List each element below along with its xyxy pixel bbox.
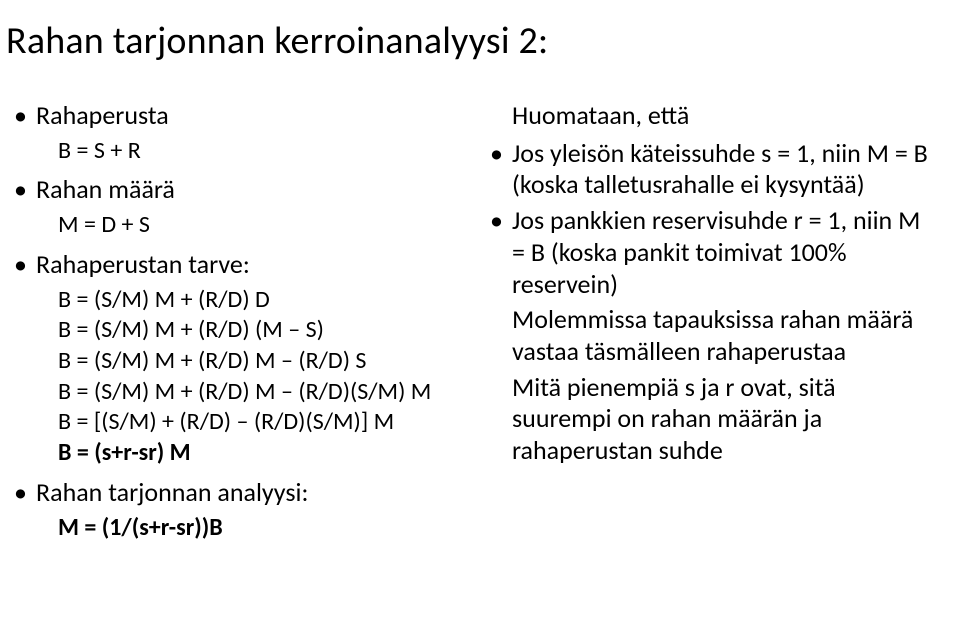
left-item-rahaperusta: Rahaperusta	[14, 100, 456, 132]
right-tail: Molemmissa tapauksissa rahan määrä vasta…	[490, 304, 932, 367]
formula: B = S + R	[58, 136, 456, 167]
right-item: Jos yleisön käteissuhde s = 1, niin M = …	[490, 138, 932, 201]
left-sub-2: B = (S/M) M + (R/D) D B = (S/M) M + (R/D…	[14, 285, 456, 469]
left-item-label: Rahaperustan tarve:	[36, 248, 250, 280]
formula: B = (S/M) M + (R/D) M – (R/D) S	[58, 346, 456, 377]
left-list: Rahaperusta B = S + R Rahan määrä M = D …	[14, 100, 456, 543]
right-column: Huomataan, että Jos yleisön käteissuhde …	[490, 100, 932, 551]
columns: Rahaperusta B = S + R Rahan määrä M = D …	[6, 100, 932, 551]
slide: Rahan tarjonnan kerroinanalyysi 2: Rahap…	[0, 0, 960, 644]
formula: B = [(S/M) + (R/D) – (R/D)(S/M)] M	[58, 407, 456, 438]
left-item-label: Rahan tarjonnan analyysi:	[36, 476, 308, 508]
left-sub-1: M = D + S	[14, 210, 456, 241]
right-tail-text: Molemmissa tapauksissa rahan määrä vasta…	[512, 303, 913, 367]
formula: B = (S/M) M + (R/D) D	[58, 285, 456, 316]
left-column: Rahaperusta B = S + R Rahan määrä M = D …	[6, 100, 456, 551]
right-item-text: Jos pankkien reservisuhde r = 1, niin M …	[512, 204, 920, 299]
formula-bold: M = (1/(s+r-sr))B	[58, 513, 456, 544]
left-item-rahan-maara: Rahan määrä	[14, 174, 456, 206]
left-item-analyysi: Rahan tarjonnan analyysi:	[14, 477, 456, 509]
right-lead: Huomataan, että	[512, 100, 932, 132]
formula: B = (S/M) M + (R/D) (M – S)	[58, 315, 456, 346]
left-item-label: Rahaperusta	[36, 99, 169, 131]
formula: B = (S/M) M + (R/D) M – (R/D)(S/M) M	[58, 377, 456, 408]
right-item-text: Jos yleisön käteissuhde s = 1, niin M = …	[512, 137, 928, 201]
slide-title: Rahan tarjonnan kerroinanalyysi 2:	[6, 18, 932, 64]
right-item: Jos pankkien reservisuhde r = 1, niin M …	[490, 205, 932, 300]
left-sub-0: B = S + R	[14, 136, 456, 167]
right-list: Jos yleisön käteissuhde s = 1, niin M = …	[490, 138, 932, 467]
formula-bold: B = (s+r-sr) M	[58, 438, 456, 469]
left-item-rahaperustan-tarve: Rahaperustan tarve:	[14, 249, 456, 281]
right-tail: Mitä pienempiä s ja r ovat, sitä suuremp…	[490, 372, 932, 467]
left-item-label: Rahan määrä	[36, 173, 175, 205]
left-sub-3: M = (1/(s+r-sr))B	[14, 513, 456, 544]
right-tail-text: Mitä pienempiä s ja r ovat, sitä suuremp…	[512, 371, 836, 466]
formula: M = D + S	[58, 210, 456, 241]
